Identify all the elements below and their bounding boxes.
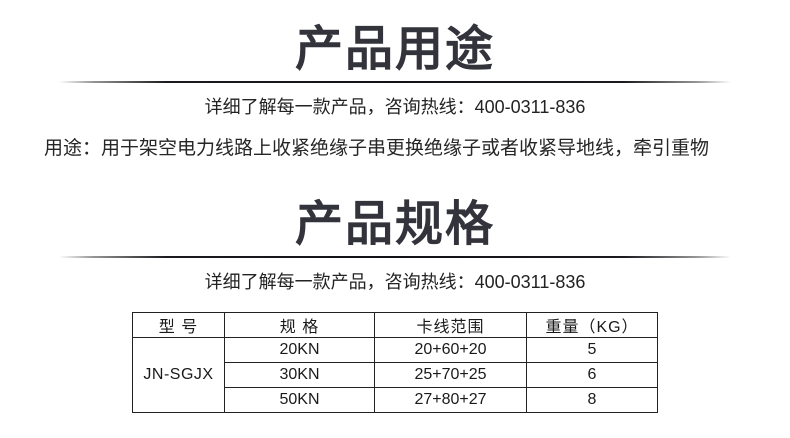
header-clamp-range: 卡线范围: [374, 312, 527, 338]
weight-cell: 5: [526, 337, 658, 363]
spec-cell: 50KN: [224, 387, 375, 413]
hotline-text: 详细了解每一款产品，咨询热线：400-0311-836: [204, 272, 586, 292]
model-cell: JN-SGJX: [132, 337, 225, 413]
header-weight: 重量（KG）: [526, 312, 658, 338]
clamp-range-cell: 25+70+25: [374, 362, 527, 388]
usage-description: 用途：用于架空电力线路上收紧绝缘子串更换绝缘子或者收紧导地线，牵引重物: [44, 138, 710, 159]
header-spec: 规 格: [224, 312, 375, 338]
clamp-range-cell: 27+80+27: [374, 387, 527, 413]
clamp-range-cell: 20+60+20: [374, 337, 527, 363]
title-divider-line: [59, 256, 731, 258]
spec-table: 型 号 规 格 卡线范围 重量（KG） JN-SGJX 20KN 20+60+2…: [132, 312, 658, 413]
spec-cell: 20KN: [224, 337, 375, 363]
title-divider-line: [59, 81, 731, 83]
spec-cell: 30KN: [224, 362, 375, 388]
hotline-text: 详细了解每一款产品，咨询热线：400-0311-836: [204, 97, 586, 117]
spec-table-header-row: 型 号 规 格 卡线范围 重量（KG）: [132, 312, 658, 338]
usage-section: 产品用途 详细了解每一款产品，咨询热线：400-0311-836 用途：用于架空…: [0, 0, 790, 161]
table-row: 30KN 25+70+25 6: [133, 362, 658, 388]
header-model: 型 号: [132, 312, 225, 338]
weight-cell: 6: [526, 362, 658, 388]
usage-section-title: 产品用途: [294, 23, 495, 76]
table-row: JN-SGJX 20KN 20+60+20 5: [132, 337, 658, 413]
weight-cell: 8: [526, 387, 658, 413]
spec-section-title: 产品规格: [294, 198, 495, 251]
spec-section: 产品规格 详细了解每一款产品，咨询热线：400-0311-836 型 号 规 格…: [0, 161, 790, 413]
table-row: 50KN 27+80+27 8: [133, 387, 658, 413]
